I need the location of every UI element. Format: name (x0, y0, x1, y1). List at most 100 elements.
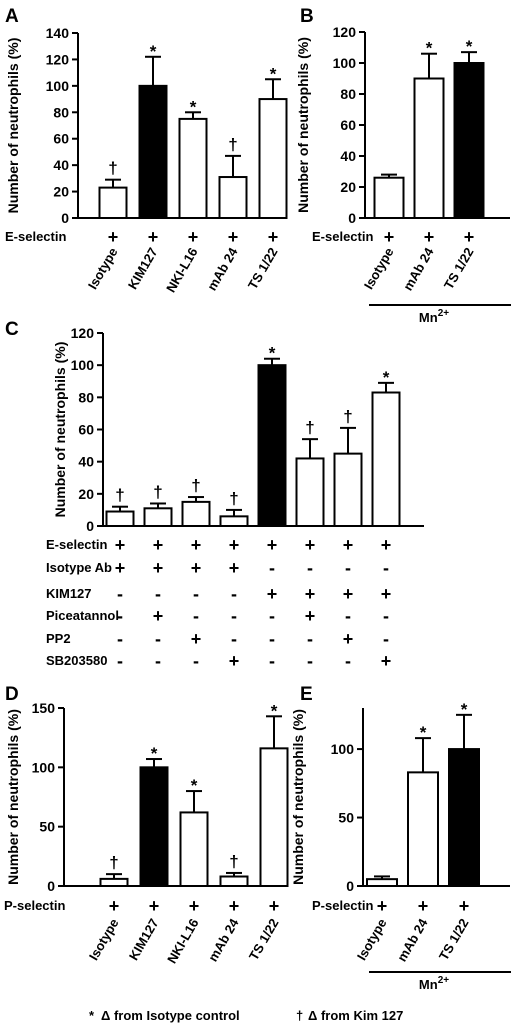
bar (371, 391, 401, 527)
bracket-label: Mn2+ (419, 975, 449, 992)
condition-row-label: PP2 (46, 631, 71, 646)
significance-star: * (270, 64, 277, 83)
y-tick-label: 20 (78, 486, 94, 502)
significance-star: * (150, 42, 157, 61)
condition-symbol: - (307, 558, 313, 578)
y-tick-label: 20 (53, 184, 69, 200)
category-label: KIM127 (125, 245, 161, 292)
condition-symbol: + (267, 584, 278, 604)
condition-symbol: + (459, 896, 470, 916)
condition-symbol: + (229, 896, 240, 916)
significance-dagger: † (109, 853, 118, 872)
condition-symbol: - (383, 606, 389, 626)
y-tick-label: 0 (47, 878, 55, 894)
category-label: TS 1/22 (245, 245, 281, 292)
significance-star: * (466, 37, 473, 56)
bar (258, 98, 288, 219)
condition-symbol: - (155, 584, 161, 604)
category-label: mAb 24 (205, 915, 242, 964)
condition-symbol: + (228, 227, 239, 247)
bar (373, 176, 405, 219)
y-tick-label: 80 (78, 389, 94, 405)
bar (138, 84, 168, 219)
condition-symbol: + (377, 896, 388, 916)
significance-dagger: † (305, 418, 314, 437)
condition-symbol: + (229, 651, 240, 671)
condition-symbol: - (193, 584, 199, 604)
significance-dagger: † (343, 407, 352, 426)
bar (218, 176, 248, 220)
panel-label: D (5, 684, 19, 705)
significance-dagger: † (229, 852, 238, 871)
y-axis-title: Number of neutrophils (%) (5, 709, 21, 885)
significance-star: * (383, 368, 390, 387)
significance-star: * (271, 701, 278, 720)
condition-symbol: + (229, 535, 240, 555)
bar (179, 811, 209, 888)
condition-symbol: + (115, 535, 126, 555)
condition-symbol: + (424, 227, 435, 247)
y-tick-label: 50 (39, 819, 55, 835)
significance-dagger: † (108, 159, 117, 178)
significance-star: * (269, 344, 276, 363)
condition-symbol: + (305, 584, 316, 604)
panel-a: A Number of neutrophils (%) 0 20 40 60 80 100 12… (5, 6, 288, 295)
category-label: KIM127 (126, 916, 162, 963)
bracket-label: Mn2+ (419, 308, 449, 325)
y-tick-label: 60 (78, 422, 94, 438)
bar (181, 500, 211, 527)
condition-symbol: + (381, 535, 392, 555)
condition-symbol: + (153, 535, 164, 555)
condition-symbol: - (269, 558, 275, 578)
y-tick-label: 100 (46, 78, 70, 94)
condition-symbol: + (343, 584, 354, 604)
condition-symbol: - (231, 629, 237, 649)
condition-symbol: + (153, 558, 164, 578)
condition-symbol: - (117, 606, 123, 626)
condition-symbol: + (189, 896, 200, 916)
bar (105, 510, 135, 527)
condition-symbol: + (305, 535, 316, 555)
y-tick-label: 80 (53, 104, 69, 120)
bar (139, 766, 169, 887)
condition-symbol: + (267, 535, 278, 555)
panel-c: C Number of neutrophils (%) 0 20 40 60 80 100 12… (5, 319, 424, 671)
condition-symbol: - (193, 651, 199, 671)
y-tick-label: 40 (53, 157, 69, 173)
bar (366, 878, 398, 888)
y-tick-label: 60 (340, 117, 356, 133)
bar (413, 77, 445, 219)
condition-symbol: + (418, 896, 429, 916)
bar (178, 117, 208, 219)
y-tick-label: 80 (340, 86, 356, 102)
bar (219, 515, 249, 527)
condition-symbol: - (383, 558, 389, 578)
legend-star-text: Δ from Isotype control (101, 1008, 240, 1023)
y-tick-label: 0 (86, 518, 94, 534)
significance-dagger: † (229, 489, 238, 508)
category-label: Isotype (354, 916, 390, 963)
significance-dagger: † (228, 135, 237, 154)
condition-symbol: + (381, 584, 392, 604)
panel-label: E (300, 684, 313, 705)
category-label: mAb 24 (394, 915, 431, 964)
condition-symbol: - (231, 606, 237, 626)
y-tick-label: 40 (78, 454, 94, 470)
y-tick-label: 120 (46, 51, 70, 67)
y-tick-label: 20 (340, 179, 356, 195)
y-axis-title: Number of neutrophils (%) (52, 342, 68, 518)
category-label: NKI-L16 (164, 916, 202, 966)
condition-symbol: + (191, 558, 202, 578)
condition-symbol: - (231, 584, 237, 604)
condition-symbol: - (345, 651, 351, 671)
panel-label: C (5, 319, 19, 340)
condition-row-label: E-selectin (5, 229, 66, 244)
bar (453, 62, 485, 219)
category-label: TS 1/22 (246, 916, 282, 963)
y-tick-label: 0 (346, 878, 354, 894)
significance-star: * (420, 723, 427, 742)
condition-symbol: + (343, 629, 354, 649)
condition-symbol: + (343, 535, 354, 555)
condition-symbol: + (149, 896, 160, 916)
